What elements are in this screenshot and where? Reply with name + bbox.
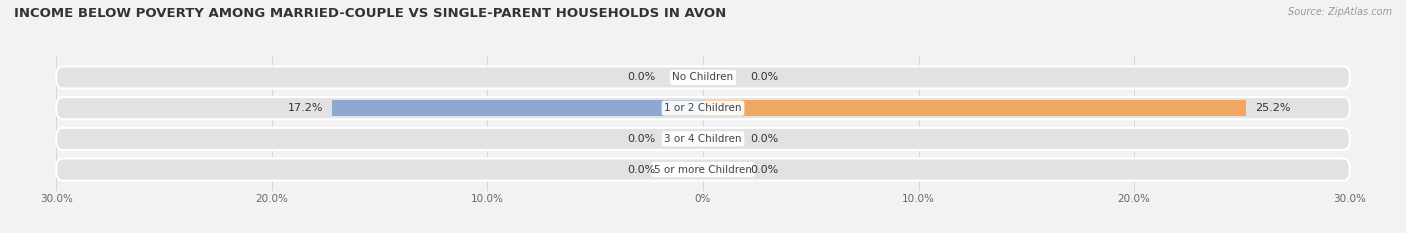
- Text: 17.2%: 17.2%: [288, 103, 323, 113]
- Text: 0.0%: 0.0%: [751, 164, 779, 175]
- Text: 0.0%: 0.0%: [627, 164, 655, 175]
- Text: Source: ZipAtlas.com: Source: ZipAtlas.com: [1288, 7, 1392, 17]
- Text: 0.0%: 0.0%: [627, 72, 655, 82]
- Text: 25.2%: 25.2%: [1256, 103, 1291, 113]
- Bar: [332, 100, 703, 116]
- Text: 0.0%: 0.0%: [627, 134, 655, 144]
- Text: No Children: No Children: [672, 72, 734, 82]
- FancyBboxPatch shape: [56, 66, 1350, 89]
- FancyBboxPatch shape: [56, 158, 1350, 181]
- Text: 1 or 2 Children: 1 or 2 Children: [664, 103, 742, 113]
- FancyBboxPatch shape: [56, 128, 1350, 150]
- Text: 0.0%: 0.0%: [751, 72, 779, 82]
- Bar: [703, 100, 1246, 116]
- Text: INCOME BELOW POVERTY AMONG MARRIED-COUPLE VS SINGLE-PARENT HOUSEHOLDS IN AVON: INCOME BELOW POVERTY AMONG MARRIED-COUPL…: [14, 7, 727, 20]
- Text: 0.0%: 0.0%: [751, 134, 779, 144]
- Text: 5 or more Children: 5 or more Children: [654, 164, 752, 175]
- FancyBboxPatch shape: [56, 97, 1350, 119]
- Text: 3 or 4 Children: 3 or 4 Children: [664, 134, 742, 144]
